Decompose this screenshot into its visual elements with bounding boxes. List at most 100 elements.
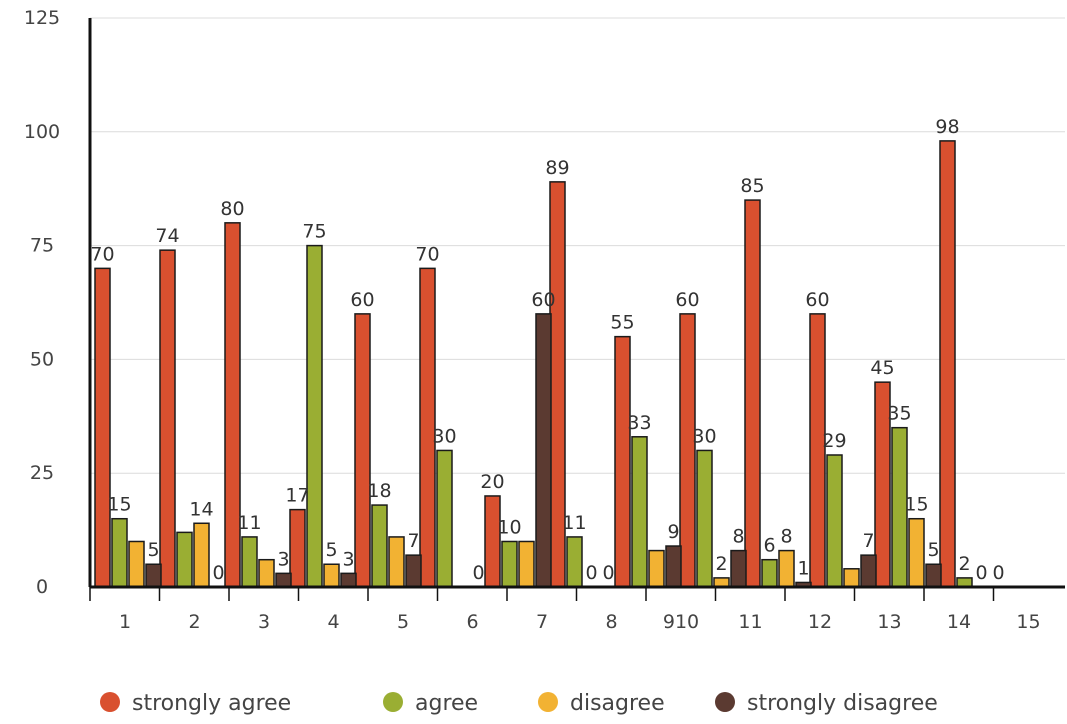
data-label: 75 [302, 221, 326, 243]
bar [665, 545, 682, 588]
bar [518, 540, 535, 588]
bar [778, 549, 795, 588]
x-tick-label: 8 [605, 611, 617, 633]
x-tick-label: 4 [327, 611, 339, 633]
data-label: 5 [927, 539, 939, 561]
bar [289, 508, 306, 588]
data-label: 7 [407, 530, 419, 552]
y-tick-label: 100 [24, 121, 60, 143]
bar [648, 549, 665, 588]
data-label: 8 [732, 526, 744, 548]
data-label: 35 [887, 403, 911, 425]
x-tick-label: 6 [466, 611, 478, 633]
data-label: 29 [822, 430, 846, 452]
data-label: 6 [763, 535, 775, 557]
y-tick-label: 75 [30, 235, 54, 257]
data-label: 11 [237, 512, 261, 534]
data-label: 74 [155, 225, 179, 247]
bar [193, 522, 210, 588]
bar [484, 495, 501, 588]
legend-label: disagree [570, 691, 665, 716]
bar [354, 313, 371, 588]
data-label: 9 [667, 521, 679, 543]
data-label: 18 [367, 480, 391, 502]
data-label: 30 [692, 425, 716, 447]
bar [128, 540, 145, 588]
data-label: 30 [432, 425, 456, 447]
y-tick-label: 0 [36, 576, 48, 598]
x-tick-label: 2 [188, 611, 200, 633]
x-tick-label: 910 [663, 611, 699, 633]
bar [436, 449, 453, 588]
data-label: 60 [675, 289, 699, 311]
data-label: 80 [220, 198, 244, 220]
data-label: 20 [480, 471, 504, 493]
bar [159, 249, 176, 588]
data-label: 70 [90, 243, 114, 265]
data-label: 60 [350, 289, 374, 311]
legend-label: strongly disagree [747, 691, 938, 716]
bar [258, 558, 275, 588]
bar [94, 267, 111, 588]
bar [696, 449, 713, 588]
data-label: 10 [497, 516, 521, 538]
x-tick-label: 13 [877, 611, 901, 633]
data-label: 7 [862, 530, 874, 552]
legend-label: strongly agree [132, 691, 291, 716]
y-tick-label: 125 [24, 7, 60, 29]
data-label: 70 [415, 243, 439, 265]
x-tick-label: 5 [397, 611, 409, 633]
bar [843, 568, 860, 588]
data-label: 0 [472, 562, 484, 584]
bar [744, 199, 761, 588]
data-label: 98 [935, 116, 959, 138]
x-tick-label: 11 [738, 611, 762, 633]
bar [679, 313, 696, 588]
data-label: 2 [715, 553, 727, 575]
x-tick-label: 3 [258, 611, 270, 633]
bar [323, 563, 340, 588]
bar [925, 563, 942, 588]
data-label: 8 [780, 526, 792, 548]
bar [908, 517, 925, 588]
legend-marker [100, 692, 120, 712]
data-label: 2 [958, 553, 970, 575]
data-label: 15 [904, 494, 928, 516]
data-label: 0 [585, 562, 597, 584]
data-label: 5 [325, 539, 337, 561]
data-label: 15 [107, 494, 131, 516]
legend-marker [383, 692, 403, 712]
bar [535, 313, 552, 588]
data-label: 0 [975, 562, 987, 584]
bar [860, 554, 877, 588]
bar [111, 517, 128, 588]
data-label: 3 [277, 548, 289, 570]
data-label: 45 [870, 357, 894, 379]
data-label: 14 [189, 498, 213, 520]
bar [388, 536, 405, 588]
x-tick-label: 1 [119, 611, 131, 633]
data-label: 1 [797, 557, 809, 579]
data-label: 55 [610, 312, 634, 334]
data-label: 0 [602, 562, 614, 584]
bar [826, 454, 843, 588]
legend[interactable]: strongly agree agree disagree strongly disa… [100, 691, 938, 716]
data-label: 60 [805, 289, 829, 311]
data-label: 89 [545, 157, 569, 179]
bar [730, 549, 747, 588]
bar [176, 531, 193, 588]
bar [501, 540, 518, 588]
x-tick-label: 14 [947, 611, 971, 633]
data-label: 60 [531, 289, 555, 311]
data-label: 0 [992, 562, 1004, 584]
bar [145, 563, 162, 588]
data-label: 3 [342, 548, 354, 570]
data-label: 85 [740, 175, 764, 197]
bar [306, 244, 323, 588]
bar [566, 536, 583, 588]
bar [761, 558, 778, 588]
x-tick-label: 12 [808, 611, 832, 633]
